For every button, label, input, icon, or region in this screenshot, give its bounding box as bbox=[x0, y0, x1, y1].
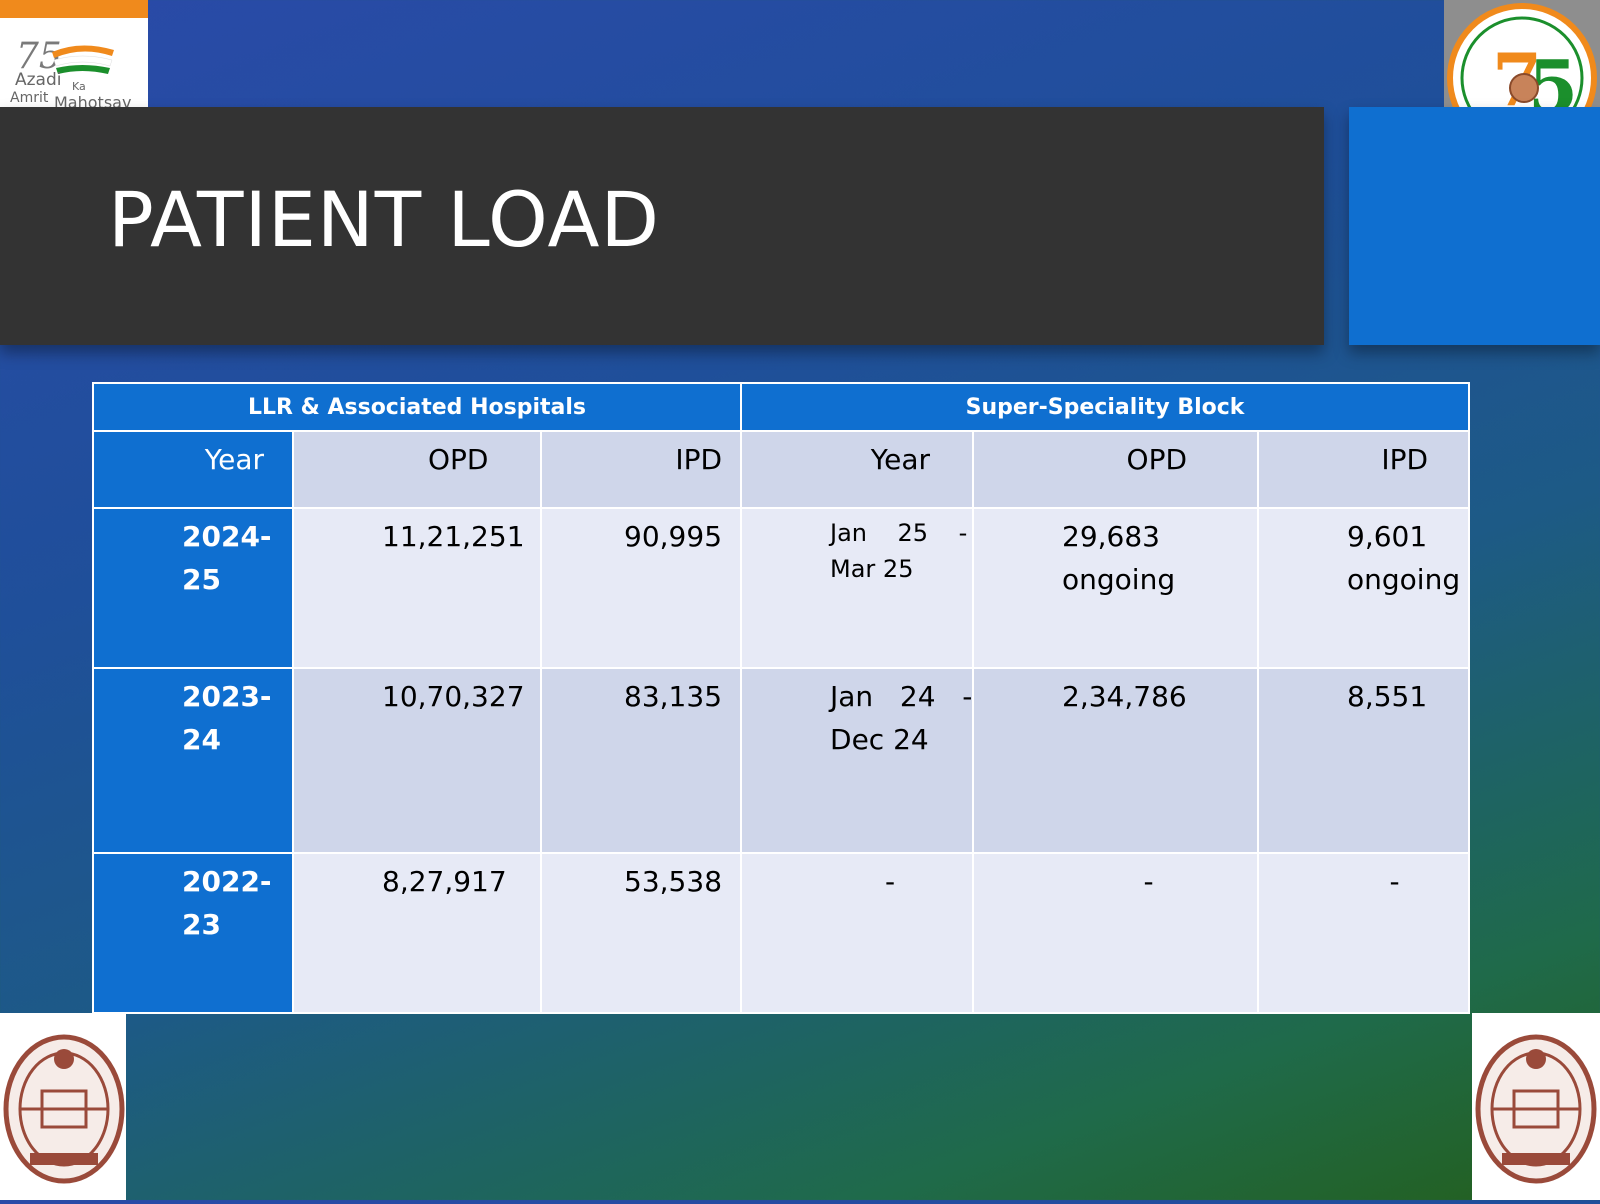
logo-text-amrit: Amrit bbox=[10, 90, 49, 106]
ssb-opd-line-1: 2,34,786 bbox=[1062, 679, 1187, 713]
header-opd-label: OPD bbox=[428, 443, 489, 477]
header-opd: OPD bbox=[292, 430, 542, 510]
ipd-value: 53,538 bbox=[624, 865, 723, 899]
header-year-label: Year bbox=[204, 443, 264, 477]
year-line-1: 2023- bbox=[182, 679, 272, 713]
ipd-value: 90,995 bbox=[624, 520, 723, 554]
logo-saffron-stripe bbox=[0, 0, 148, 18]
ssb-opd-line-2: ongoing bbox=[1062, 563, 1176, 597]
row-year: 2023- 24 bbox=[92, 666, 294, 855]
decorative-blue-block bbox=[1349, 107, 1600, 345]
logo-text-azadi: Azadi bbox=[15, 70, 62, 90]
year-line-2: 25 bbox=[182, 563, 221, 597]
row-ssb-opd: - bbox=[972, 852, 1260, 1014]
header-ipd: IPD bbox=[539, 430, 743, 510]
table-row: 2022- 23 8,27,917 53,538 - - - bbox=[92, 852, 1471, 1014]
row-ssb-ipd: 8,551 bbox=[1257, 666, 1471, 855]
row-opd: 10,70,327 bbox=[292, 666, 542, 855]
title-band bbox=[0, 107, 1324, 345]
header-ssb-opd: OPD bbox=[972, 430, 1260, 510]
table-row: 2023- 24 10,70,327 83,135 Jan 24 - Dec 24 … bbox=[92, 666, 1471, 855]
header-ssb-year: Year bbox=[740, 430, 975, 510]
row-ssb-year: Jan 24 - Dec 24 bbox=[740, 666, 975, 855]
row-ssb-opd: 2,34,786 bbox=[972, 666, 1260, 855]
row-ssb-year: Jan 25 - Mar 25 bbox=[740, 507, 975, 669]
row-ipd: 83,135 bbox=[539, 666, 743, 855]
row-ipd: 90,995 bbox=[539, 507, 743, 669]
group-header-ssb: Super-Speciality Block bbox=[740, 381, 1471, 433]
ssb-ipd-line-1: 9,601 bbox=[1347, 520, 1428, 554]
table-header-row: Year OPD IPD Year OPD IPD bbox=[92, 430, 1471, 510]
ssb-ipd-line-2: ongoing bbox=[1347, 563, 1461, 597]
year-line-2: 24 bbox=[182, 722, 221, 756]
ssb-year-line-2: Dec 24 bbox=[830, 722, 929, 756]
row-ssb-ipd: 9,601 ongoing bbox=[1257, 507, 1471, 669]
row-ssb-opd: 29,683 ongoing bbox=[972, 507, 1260, 669]
ssb-year-line-1: Jan 25 - bbox=[830, 519, 968, 548]
opd-value: 8,27,917 bbox=[382, 865, 507, 899]
logo-text-ka: Ka bbox=[72, 80, 86, 93]
ssb-year-line-1: Jan 24 - bbox=[830, 679, 973, 713]
opd-value: 11,21,251 bbox=[382, 520, 525, 554]
header-ipd-label: IPD bbox=[675, 443, 723, 477]
ssb-year-line-2: Mar 25 bbox=[830, 555, 914, 584]
table-group-row: LLR & Associated Hospitals Super-Special… bbox=[91, 381, 1471, 433]
header-ssb-year-label: Year bbox=[870, 443, 931, 477]
college-seal-right bbox=[1472, 1013, 1600, 1200]
ssb-ipd-line-1: 8,551 bbox=[1347, 679, 1428, 713]
header-ssb-ipd-label: IPD bbox=[1381, 443, 1429, 477]
row-ssb-ipd: - bbox=[1257, 852, 1471, 1014]
ssb-ipd-line-1: - bbox=[1389, 865, 1400, 899]
row-year: 2022- 23 bbox=[92, 852, 294, 1014]
logo-75-emblem-icon: 75 bbox=[16, 36, 114, 77]
ipd-value: 83,135 bbox=[624, 679, 723, 713]
year-line-2: 23 bbox=[182, 908, 221, 942]
header-ssb-opd-label: OPD bbox=[1126, 443, 1188, 477]
row-ssb-year: - bbox=[740, 852, 975, 1014]
college-seal-icon bbox=[1475, 1034, 1597, 1184]
header-ssb-ipd: IPD bbox=[1257, 430, 1471, 510]
row-ipd: 53,538 bbox=[539, 852, 743, 1014]
row-opd: 8,27,917 bbox=[292, 852, 542, 1014]
college-seal-left bbox=[0, 1013, 126, 1200]
row-year: 2024- 25 bbox=[92, 507, 294, 669]
year-line-1: 2022- bbox=[182, 865, 272, 899]
header-year: Year bbox=[92, 430, 294, 510]
ssb-opd-line-1: - bbox=[1143, 865, 1154, 899]
year-line-1: 2024- bbox=[182, 520, 272, 554]
page-title: PATIENT LOAD bbox=[108, 175, 660, 264]
patient-load-table: LLR & Associated Hospitals Super-Special… bbox=[91, 381, 1471, 1014]
college-seal-icon bbox=[3, 1034, 125, 1184]
group-header-llr: LLR & Associated Hospitals bbox=[91, 381, 743, 433]
table-row: 2024- 25 11,21,251 90,995 Jan 25 - Mar 25 … bbox=[92, 507, 1471, 669]
row-opd: 11,21,251 bbox=[292, 507, 542, 669]
opd-value: 10,70,327 bbox=[382, 679, 525, 713]
ssb-year-line-1: - bbox=[884, 865, 896, 899]
ssb-opd-line-1: 29,683 bbox=[1062, 520, 1160, 554]
